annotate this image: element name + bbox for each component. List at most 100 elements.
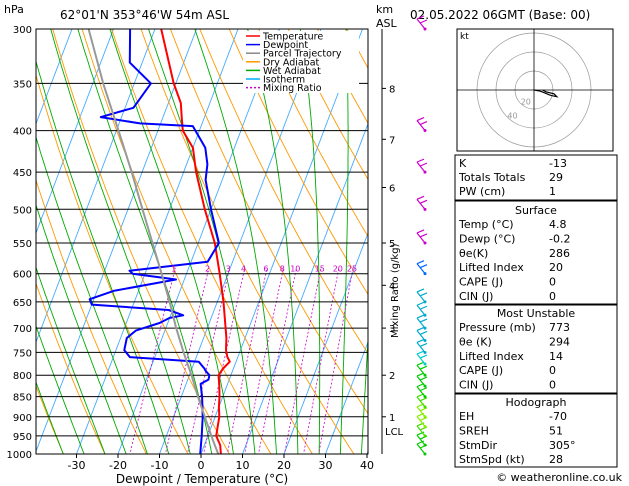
x-tick-label: 20 — [277, 459, 291, 472]
table-row-value: 286 — [549, 247, 570, 260]
wind-barb-staff — [416, 353, 426, 365]
mixing-ratio-label: 4 — [241, 265, 246, 274]
wind-barb-staff — [416, 330, 426, 341]
table-row-label: Lifted Index — [459, 261, 524, 274]
wind-barb-staff — [416, 120, 426, 131]
wind-barb-dot — [423, 415, 427, 419]
wet-adiabat-line — [50, 29, 191, 454]
x-tick-label: -30 — [68, 459, 86, 472]
legend-label: Temperature — [262, 32, 323, 43]
wind-barb-feather — [416, 338, 425, 344]
wet-adiabat-line — [36, 324, 85, 454]
datetime-title: 02.05.2022 06GMT (Base: 00) — [410, 8, 590, 22]
pressure-tick-label: 750 — [13, 348, 32, 359]
mixing-ratio-line — [186, 267, 230, 454]
wind-barb-feather — [416, 314, 425, 319]
wet-adiabat-line — [360, 332, 368, 454]
wind-barb-feather — [419, 199, 428, 204]
wind-barb-feather — [419, 387, 428, 392]
mixing-ratio-label: 25 — [347, 265, 357, 274]
sounding-series — [87, 29, 231, 454]
wind-barb-dot — [423, 300, 427, 304]
x-tick-label: 0 — [198, 459, 205, 472]
legend-label: Wet Adiabat — [263, 66, 321, 77]
x-tick-label: 10 — [236, 459, 250, 472]
mixing-ratio-label: 1 — [171, 265, 176, 274]
pressure-tick-label: 300 — [13, 25, 32, 36]
wet-adiabat-line — [36, 265, 106, 454]
wind-barb-dot — [423, 350, 427, 354]
dry-adiabat-line — [111, 29, 313, 454]
pressure-tick-label: 350 — [13, 79, 32, 90]
wind-barb-staff — [416, 263, 426, 275]
table-row-label: Temp (°C) — [458, 218, 514, 231]
wind-barb-dot — [423, 384, 427, 388]
table-row-label: StmSpd (kt) — [459, 453, 525, 466]
table-row-value: 305° — [549, 439, 576, 452]
dry-adiabat-line — [36, 384, 64, 454]
wind-barb-dot — [423, 241, 427, 245]
wind-barb-feather — [419, 365, 428, 370]
wind-barb-staff — [416, 198, 426, 210]
wind-barb-staff — [416, 342, 426, 353]
wind-barb-feather — [416, 229, 425, 234]
wind-barb-staff — [416, 434, 426, 446]
isotherm-line — [117, 29, 280, 454]
table-row-value: 28 — [549, 453, 563, 466]
dry-adiabat-line — [258, 29, 368, 238]
dry-adiabat-line — [36, 73, 189, 454]
wind-barb-dot — [423, 27, 427, 31]
wind-barb-staff — [416, 443, 426, 455]
mixing-ratio-line — [244, 267, 284, 454]
series-temperature — [160, 29, 231, 454]
table-row-value: -13 — [549, 157, 567, 170]
wind-barb-feather — [419, 354, 428, 359]
wind-barb-feather — [419, 318, 428, 323]
dry-adiabat-line — [81, 29, 272, 454]
surface-box — [454, 200, 618, 305]
dry-adiabat-line — [228, 29, 368, 296]
isotherm-line — [200, 29, 363, 454]
table-row-label: K — [459, 157, 467, 170]
wind-barb-staff — [416, 291, 426, 303]
pressure-tick-label: 800 — [13, 371, 32, 382]
table-row-value: 773 — [549, 321, 570, 334]
wet-adiabat-line — [77, 29, 213, 454]
wind-barb-dot — [423, 129, 427, 133]
km-tick-label: 8 — [389, 84, 395, 95]
wet-adiabat-line — [247, 29, 299, 454]
km-tick-label: 2 — [389, 371, 395, 382]
asl-unit-label: ASL — [376, 17, 398, 30]
table-row-value: -70 — [549, 410, 567, 423]
wind-barb-feather — [416, 301, 425, 306]
lcl-label: LCL — [385, 427, 404, 438]
wind-barb-staff — [416, 317, 426, 329]
table-row-label: Lifted Index — [459, 350, 524, 363]
wind-barb-feather — [419, 376, 428, 381]
pressure-tick-label: 900 — [13, 413, 32, 424]
table-row-value: 20 — [549, 261, 563, 274]
wind-barb-staff — [416, 232, 426, 244]
table-row-value: 0 — [549, 290, 556, 303]
pressure-tick-label: 450 — [13, 168, 32, 179]
wind-barb-dot — [423, 207, 427, 211]
pressure-tick-label: 400 — [13, 127, 32, 138]
x-axis-title: Dewpoint / Temperature (°C) — [116, 472, 288, 486]
table-row-label: Dewp (°C) — [459, 232, 515, 245]
isotherm-line — [325, 340, 368, 454]
wind-barb-feather — [419, 342, 428, 348]
table-row-label: Totals Totals — [458, 171, 526, 184]
wind-barb-feather — [419, 233, 428, 238]
table-row-value: 1 — [549, 185, 556, 198]
table-row-label: CAPE (J) — [459, 276, 503, 289]
wet-adiabat-line — [36, 381, 64, 454]
wet-adiabat-line — [339, 29, 349, 454]
wind-barb-feather — [419, 120, 428, 126]
legend-label: Parcel Trajectory — [263, 49, 342, 60]
table-row-label: CIN (J) — [459, 290, 493, 303]
hodograph-table-box — [454, 393, 618, 468]
dry-adiabat-line — [169, 29, 368, 415]
